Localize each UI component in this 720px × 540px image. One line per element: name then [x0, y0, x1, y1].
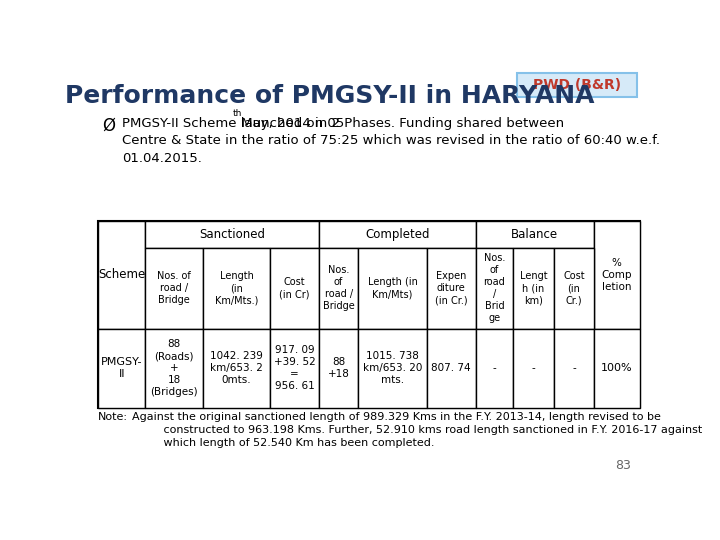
FancyBboxPatch shape	[358, 248, 427, 329]
FancyBboxPatch shape	[476, 329, 513, 408]
FancyBboxPatch shape	[427, 329, 476, 408]
Text: Expen
diture
(in Cr.): Expen diture (in Cr.)	[435, 271, 467, 305]
FancyBboxPatch shape	[319, 248, 358, 329]
Text: Length (in
Km/Mts): Length (in Km/Mts)	[367, 278, 418, 299]
Text: Balance: Balance	[511, 228, 558, 241]
Text: Nos.
of
road
/
Brid
ge: Nos. of road / Brid ge	[484, 253, 505, 323]
FancyBboxPatch shape	[427, 248, 476, 329]
FancyBboxPatch shape	[99, 329, 145, 408]
FancyBboxPatch shape	[99, 221, 145, 329]
Text: PWD (B&R): PWD (B&R)	[533, 78, 621, 92]
Text: Lengt
h (in
km): Lengt h (in km)	[520, 271, 547, 305]
FancyBboxPatch shape	[203, 248, 269, 329]
FancyBboxPatch shape	[554, 248, 594, 329]
FancyBboxPatch shape	[145, 221, 319, 248]
FancyBboxPatch shape	[594, 329, 639, 408]
Text: PMGSY-
II: PMGSY- II	[101, 357, 143, 379]
FancyBboxPatch shape	[476, 221, 594, 248]
Text: 1015. 738
km/653. 20
mts.: 1015. 738 km/653. 20 mts.	[363, 352, 422, 386]
FancyBboxPatch shape	[594, 221, 639, 329]
Text: 83: 83	[616, 460, 631, 472]
Text: 1042. 239
km/653. 2
0mts.: 1042. 239 km/653. 2 0mts.	[210, 352, 263, 386]
Text: 100%: 100%	[601, 363, 633, 373]
Text: 917. 09
+39. 52
=
956. 61: 917. 09 +39. 52 = 956. 61	[274, 346, 315, 392]
Text: Against the original sanctioned length of 989.329 Kms in the F.Y. 2013-14, lengt: Against the original sanctioned length o…	[132, 412, 702, 448]
FancyBboxPatch shape	[203, 329, 269, 408]
Text: Nos.
of
road /
Bridge: Nos. of road / Bridge	[323, 265, 354, 311]
Text: 807. 74: 807. 74	[431, 363, 471, 373]
Text: Scheme: Scheme	[98, 268, 145, 281]
Text: PMGSY-II Scheme launched on 05: PMGSY-II Scheme launched on 05	[122, 117, 345, 130]
Text: Cost
(in
Cr.): Cost (in Cr.)	[563, 271, 585, 305]
Text: -: -	[572, 363, 576, 373]
Text: Performance of PMGSY-II in HARYANA: Performance of PMGSY-II in HARYANA	[66, 84, 595, 107]
Text: 01.04.2015.: 01.04.2015.	[122, 152, 202, 165]
FancyBboxPatch shape	[513, 329, 554, 408]
FancyBboxPatch shape	[358, 329, 427, 408]
Text: Note:: Note:	[99, 412, 128, 422]
FancyBboxPatch shape	[319, 329, 358, 408]
FancyBboxPatch shape	[145, 248, 203, 329]
Text: Length
(in
Km/Mts.): Length (in Km/Mts.)	[215, 271, 258, 305]
FancyBboxPatch shape	[269, 329, 319, 408]
Text: th: th	[233, 109, 242, 118]
Text: Cost
(in Cr): Cost (in Cr)	[279, 278, 310, 299]
Text: 88
+18: 88 +18	[328, 357, 350, 379]
FancyBboxPatch shape	[145, 329, 203, 408]
FancyBboxPatch shape	[554, 329, 594, 408]
FancyBboxPatch shape	[513, 248, 554, 329]
Text: May, 2014 in 2 Phases. Funding shared between: May, 2014 in 2 Phases. Funding shared be…	[238, 117, 564, 130]
Text: Sanctioned: Sanctioned	[199, 228, 265, 241]
Text: %
Comp
letion: % Comp letion	[601, 258, 632, 292]
Text: 88
(Roads)
+
18
(Bridges): 88 (Roads) + 18 (Bridges)	[150, 339, 198, 397]
FancyBboxPatch shape	[269, 248, 319, 329]
Text: Ø: Ø	[102, 117, 115, 135]
Text: Completed: Completed	[365, 228, 430, 241]
FancyBboxPatch shape	[476, 248, 513, 329]
Text: -: -	[492, 363, 496, 373]
Text: Centre & State in the ratio of 75:25 which was revised in the ratio of 60:40 w.e: Centre & State in the ratio of 75:25 whi…	[122, 134, 660, 147]
Text: -: -	[531, 363, 536, 373]
FancyBboxPatch shape	[517, 73, 637, 97]
FancyBboxPatch shape	[99, 221, 639, 408]
FancyBboxPatch shape	[319, 221, 476, 248]
Text: Nos. of
road /
Bridge: Nos. of road / Bridge	[158, 271, 192, 305]
